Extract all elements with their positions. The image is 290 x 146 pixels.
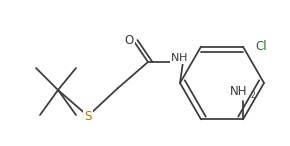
Text: N: N — [171, 53, 179, 63]
Text: 2: 2 — [251, 91, 255, 100]
Text: Cl: Cl — [255, 40, 267, 53]
Text: NH: NH — [230, 85, 248, 98]
Text: H: H — [179, 53, 187, 63]
Text: O: O — [124, 33, 134, 46]
Text: S: S — [84, 110, 92, 122]
